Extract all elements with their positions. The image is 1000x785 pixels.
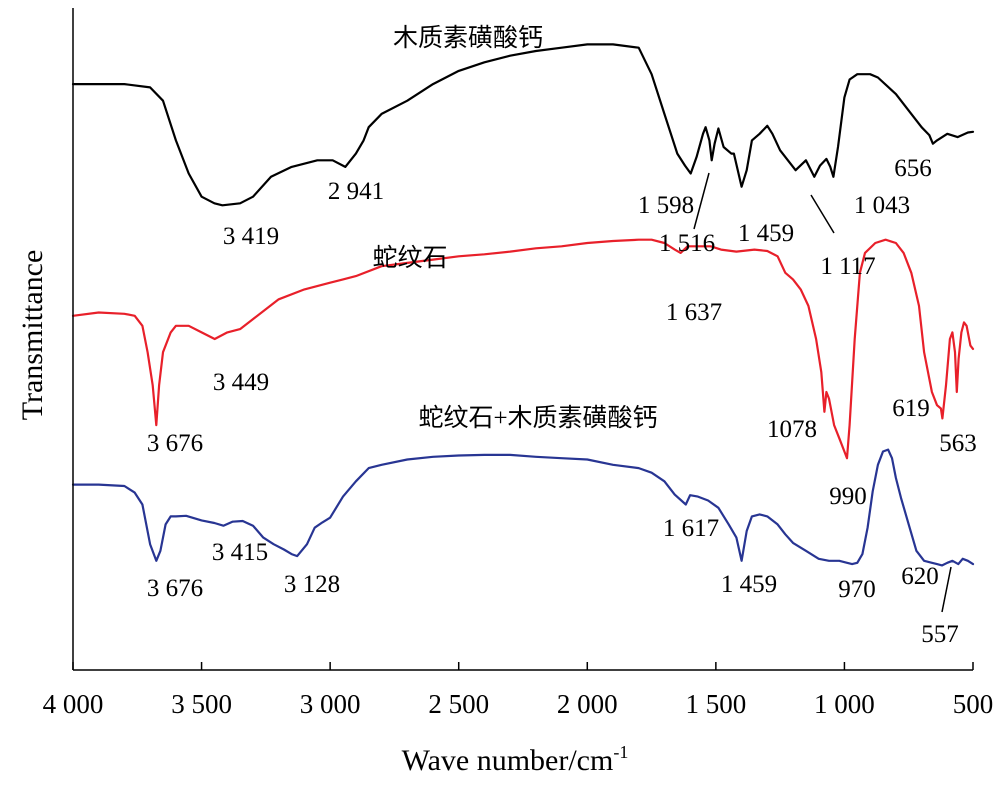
series-layer (71, 43, 975, 567)
x-axis-title-sup: -1 (613, 742, 628, 762)
y-axis-title: Transmittance (16, 250, 49, 421)
peak-label: 1 617 (663, 515, 719, 542)
peak-label: 3 419 (223, 223, 279, 250)
peak-label: 3 415 (212, 539, 268, 566)
x-axis-title-main: Wave number/cm (402, 744, 614, 777)
peak-label: 656 (894, 155, 932, 182)
peak-label: 620 (901, 563, 939, 590)
peak-leader-line (810, 194, 835, 234)
peak-leader-line (941, 566, 952, 613)
peak-label: 1 459 (738, 220, 794, 247)
peak-label: 1078 (767, 416, 817, 443)
peak-label: 3 676 (147, 575, 203, 602)
peak-label: 1 117 (820, 253, 875, 280)
x-tick-label: 1 000 (814, 689, 875, 719)
peak-label: 3 676 (147, 430, 203, 457)
peak-label: 3 449 (213, 369, 269, 396)
series-line-serpentine-lignosulfonate (71, 448, 975, 567)
series-label-serpentine-lignosulfonate: 蛇纹石+木质素磺酸钙 (418, 404, 657, 432)
peak-label: 563 (939, 430, 977, 457)
peak-label: 1 516 (659, 230, 715, 257)
series-line-serpentine (71, 238, 975, 460)
peak-label: 557 (921, 621, 959, 648)
peak-label: 990 (829, 483, 867, 510)
peak-label: 970 (838, 576, 876, 603)
x-tick-label: 2 000 (557, 689, 618, 719)
peak-label: 619 (892, 395, 930, 422)
x-tick-label: 3 000 (300, 689, 361, 719)
x-tick-label: 3 500 (171, 689, 232, 719)
series-label-lignosulfonate: 木质素磺酸钙 (393, 24, 543, 52)
x-tick-label: 500 (953, 689, 994, 719)
peak-annotations: 3 419 2 941 1 598 1 516 1 459 1 117 1 043 656 3 … (147, 155, 977, 648)
peak-label: 1 598 (638, 192, 694, 219)
series-label-serpentine: 蛇纹石 (372, 244, 447, 272)
x-tick-label: 2 500 (428, 689, 489, 719)
peak-label: 3 128 (284, 571, 340, 598)
x-tick-label: 1 500 (685, 689, 746, 719)
x-tick-label: 4 000 (43, 689, 104, 719)
peak-label: 1 459 (721, 571, 777, 598)
x-ticks: 4 000 3 500 3 000 2 500 2 000 1 500 1 000 500 (43, 662, 994, 719)
peak-leader-line (693, 172, 710, 230)
peak-label: 2 941 (328, 178, 384, 205)
x-axis-title: Wave number/cm-1 (402, 742, 629, 777)
axes (72, 8, 973, 671)
series-line-lignosulfonate (71, 43, 975, 207)
peak-label: 1 637 (666, 299, 722, 326)
peak-label: 1 043 (854, 192, 910, 219)
